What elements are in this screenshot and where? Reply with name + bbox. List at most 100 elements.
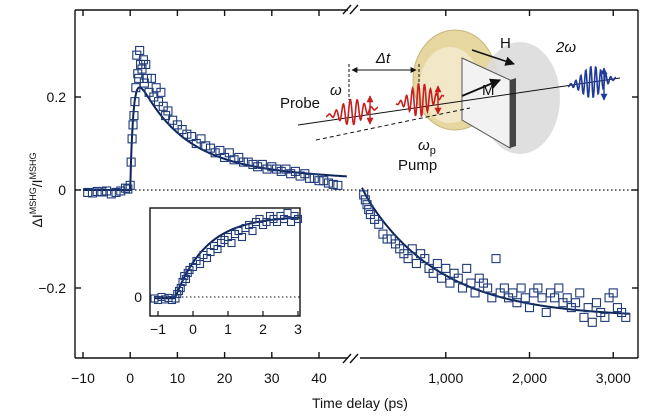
- data-point: [608, 288, 618, 298]
- inset: 0 −1 0 1 2 3: [134, 207, 303, 337]
- data-point: [621, 312, 631, 322]
- data-point: [224, 148, 234, 158]
- data-point: [132, 50, 142, 60]
- data-point: [136, 59, 146, 70]
- data-point: [97, 187, 107, 197]
- fit-curve-short: [83, 86, 347, 191]
- y-tick-label: −0.2: [38, 280, 66, 296]
- data-point: [187, 131, 197, 142]
- data-point: [508, 288, 518, 298]
- data-point: [127, 134, 137, 144]
- data-point: [362, 200, 372, 210]
- probe-label: Probe: [280, 95, 320, 112]
- x-tick-label: 40: [311, 370, 327, 386]
- data-point: [149, 92, 159, 102]
- pump-omega-label: ωp: [418, 137, 436, 157]
- data-point: [135, 45, 145, 56]
- data-point: [102, 186, 112, 196]
- inset-y-tick: 0: [134, 289, 142, 305]
- data-point: [428, 268, 438, 278]
- y-tick-label: 0: [58, 182, 66, 198]
- data-point: [144, 87, 154, 97]
- data-point: [205, 143, 215, 153]
- data-point: [290, 166, 300, 176]
- data-point: [491, 254, 501, 264]
- data-point: [146, 73, 156, 83]
- data-point: [323, 178, 333, 188]
- data-point: [106, 189, 116, 199]
- data-point: [276, 166, 286, 176]
- data-point: [411, 258, 421, 269]
- data-point: [129, 111, 139, 121]
- second-harmonic: 2ω: [555, 39, 576, 56]
- inset-x-tick-label: 0: [189, 321, 197, 337]
- data-point: [191, 138, 201, 149]
- data-point: [359, 190, 369, 200]
- data-point: [87, 188, 97, 198]
- svg-text:ΔIMSHG/IMSHG: ΔIMSHG/IMSHG: [28, 152, 45, 227]
- data-point: [309, 173, 319, 183]
- data-point: [151, 83, 161, 93]
- data-point: [550, 293, 560, 303]
- data-point: [139, 78, 149, 88]
- data-point: [432, 258, 442, 269]
- data-point: [257, 159, 267, 169]
- schematic: Δt H M Probe ω Pump ωp 2ω: [280, 29, 621, 174]
- data-point: [210, 148, 220, 158]
- pump-label: Pump: [398, 157, 437, 174]
- data-point: [516, 283, 526, 293]
- inset-fit-curve: [154, 216, 300, 300]
- sample-slab-edge: [510, 78, 516, 148]
- data-point: [524, 303, 535, 313]
- data-point: [453, 273, 463, 283]
- data-point: [196, 134, 206, 144]
- inset-x-ticks: −1 0 1 2 3: [150, 311, 302, 337]
- data-point: [600, 312, 610, 322]
- data-point: [248, 226, 257, 236]
- data-point: [420, 254, 430, 264]
- x-tick-label: 2,000: [512, 370, 547, 386]
- inset-x-tick-label: 1: [224, 321, 232, 337]
- h-label: H: [500, 35, 511, 52]
- y-axis-ticks: 0.2 0 −0.2: [38, 89, 638, 296]
- data-point: [575, 288, 585, 298]
- data-point: [314, 176, 324, 186]
- data-point: [579, 312, 589, 322]
- data-point: [262, 164, 272, 174]
- data-point: [512, 298, 522, 308]
- inset-x-tick-label: 3: [294, 321, 302, 337]
- data-point: [128, 120, 138, 130]
- data-point: [403, 254, 413, 264]
- data-points-short: [83, 45, 343, 199]
- y-label-den: I: [29, 179, 45, 183]
- data-point: [470, 288, 480, 298]
- pump-beam-line: [315, 107, 471, 141]
- data-point: [248, 159, 258, 169]
- x-tick-label: −10: [71, 370, 95, 386]
- data-point: [161, 111, 171, 121]
- data-point: [591, 298, 602, 308]
- m-arrow: [461, 78, 501, 97]
- delta-t-label: Δt: [375, 50, 391, 67]
- data-point: [153, 97, 164, 107]
- m-label: M: [482, 82, 495, 99]
- data-point: [466, 278, 476, 288]
- pump-omega: ω: [418, 137, 430, 154]
- x-axis-label: Time delay (ps): [312, 395, 408, 411]
- data-point: [168, 115, 178, 125]
- data-point: [181, 274, 191, 284]
- data-point: [462, 263, 472, 273]
- data-point: [457, 283, 468, 293]
- data-point: [333, 180, 343, 190]
- output-pulse: [568, 65, 616, 99]
- data-point: [571, 298, 581, 308]
- data-point: [374, 219, 384, 229]
- data-point: [130, 97, 140, 107]
- inset-data-points: [150, 208, 303, 305]
- x-tick-label: 10: [170, 370, 186, 386]
- x-axis-ticks: −10 0 10 20 30 40 1,000 2,000 3,000: [71, 10, 631, 386]
- data-point: [220, 152, 230, 162]
- data-point: [533, 283, 543, 293]
- y-label-delta-i: ΔI: [29, 214, 45, 227]
